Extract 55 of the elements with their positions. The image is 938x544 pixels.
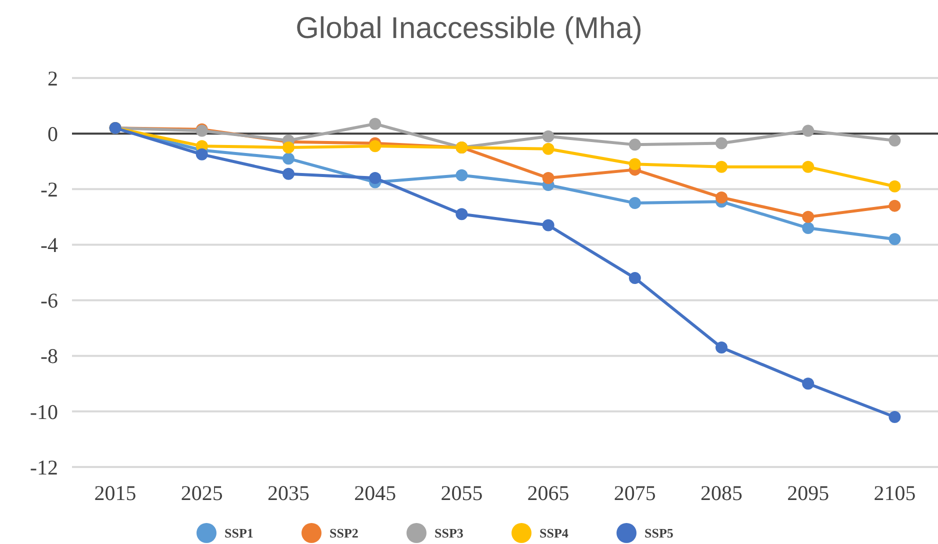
legend-label: SSP2: [330, 526, 358, 541]
point: [369, 118, 382, 130]
point: [369, 140, 382, 152]
point: [888, 410, 901, 423]
x-tick-label: 2105: [874, 481, 916, 505]
point: [542, 172, 554, 184]
point: [802, 124, 814, 137]
point: [628, 158, 641, 170]
point: [716, 191, 728, 204]
point: [628, 197, 641, 210]
point: [888, 233, 901, 246]
point: [802, 222, 814, 234]
x-tick-label: 2015: [94, 481, 136, 505]
point: [542, 130, 554, 142]
x-tick-label: 2065: [527, 481, 570, 505]
x-tick-label: 2045: [354, 481, 396, 505]
point: [628, 272, 641, 284]
y-tick-label: -2: [40, 177, 58, 202]
point: [716, 342, 728, 354]
point: [716, 160, 728, 173]
y-tick-label: -8: [40, 344, 58, 368]
x-tick-label: 2095: [787, 481, 830, 505]
point: [542, 219, 554, 232]
x-tick-label: 2035: [268, 481, 310, 505]
point: [282, 152, 294, 165]
y-tick-label: -10: [30, 400, 58, 424]
x-tick-label: 2075: [614, 481, 656, 505]
point: [888, 180, 901, 192]
point: [542, 142, 554, 155]
y-tick-label: -6: [40, 288, 58, 313]
legend-label: SSP5: [644, 526, 674, 541]
point: [802, 378, 814, 390]
point: [802, 210, 814, 223]
x-tick-label: 2055: [440, 481, 483, 505]
legend-label: SSP1: [224, 526, 254, 541]
point: [716, 137, 728, 150]
legend-label: SSP4: [540, 526, 569, 541]
point: [456, 169, 468, 182]
x-tick-label: 2085: [700, 481, 742, 505]
x-tick-label: 2025: [180, 481, 223, 505]
point: [888, 200, 901, 212]
point: [196, 148, 208, 160]
point: [282, 168, 294, 180]
point: [628, 138, 641, 151]
legend-label: SSP3: [434, 526, 464, 541]
point: [369, 172, 382, 184]
y-tick-label: -12: [30, 455, 58, 480]
point: [888, 134, 901, 147]
point: [802, 160, 814, 173]
point: [282, 141, 294, 154]
chart-title: Global Inaccessible (Mha): [296, 12, 642, 45]
y-tick-label: 0: [48, 122, 58, 146]
y-tick-label: -4: [40, 233, 58, 258]
y-tick-label: 2: [48, 66, 58, 90]
point: [456, 208, 468, 220]
